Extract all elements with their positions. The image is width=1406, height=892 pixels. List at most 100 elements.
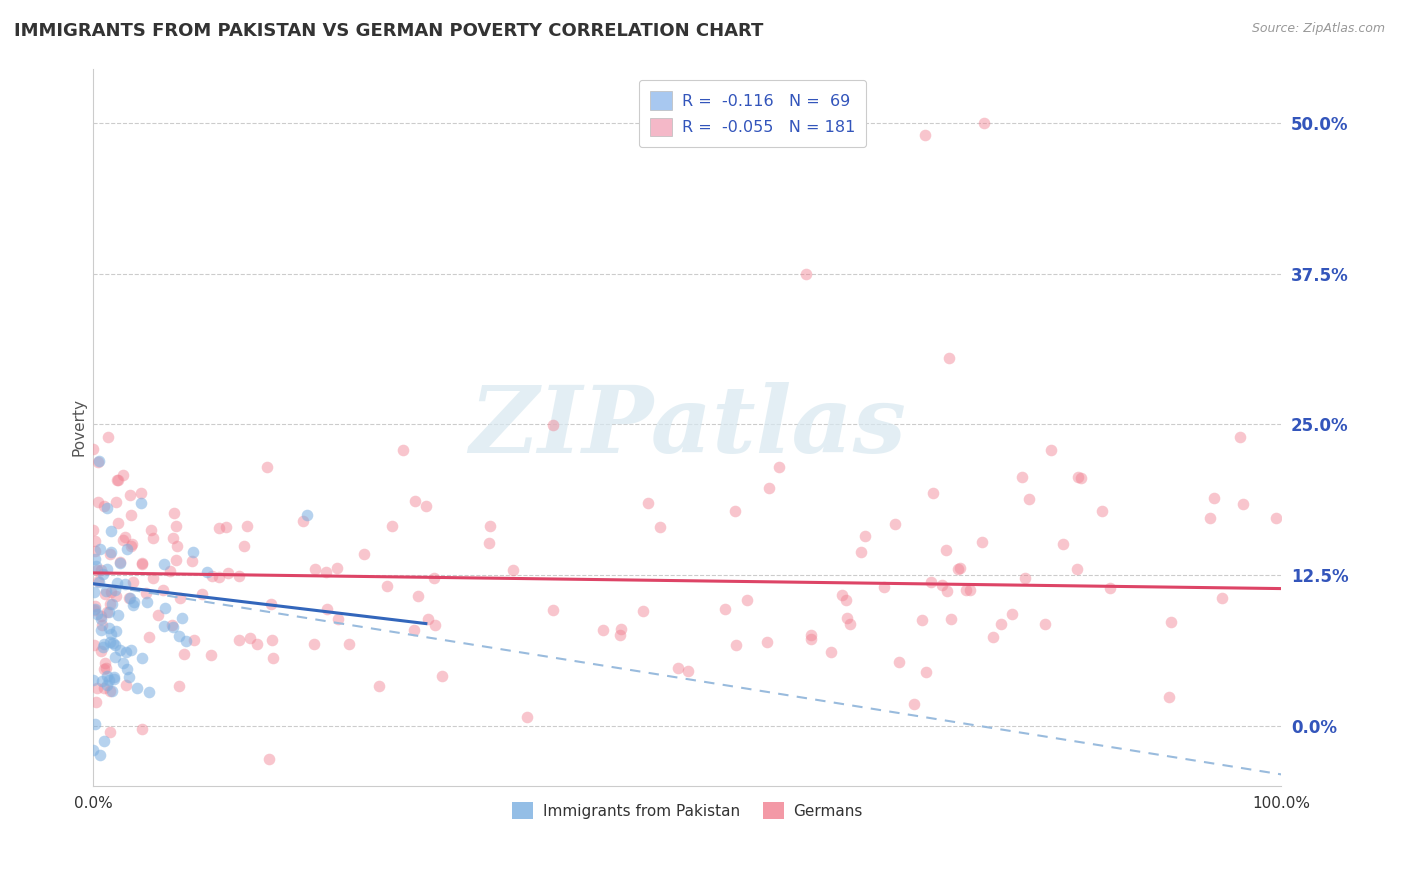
Point	[98, 597, 121, 611]
Point	[98, 673, 121, 687]
Point	[1160, 615, 1182, 630]
Point	[83, 599, 105, 613]
Point	[142, 571, 165, 585]
Point	[165, 553, 187, 567]
Point	[181, 554, 204, 568]
Point	[93, 637, 115, 651]
Point	[152, 583, 174, 598]
Point	[541, 417, 564, 432]
Y-axis label: Poverty: Poverty	[72, 399, 86, 457]
Point	[853, 529, 876, 543]
Point	[93, 662, 115, 676]
Point	[83, 585, 105, 599]
Point	[153, 557, 176, 571]
Point	[541, 603, 564, 617]
Point	[404, 623, 426, 637]
Point	[94, 661, 117, 675]
Point	[162, 531, 184, 545]
Point	[610, 622, 633, 636]
Point	[89, 453, 111, 467]
Point	[84, 544, 107, 558]
Point	[162, 620, 184, 634]
Point	[90, 608, 112, 623]
Point	[794, 267, 817, 281]
Point	[90, 623, 112, 637]
Point	[217, 566, 239, 580]
Point	[104, 590, 127, 604]
Point	[93, 499, 115, 513]
Point	[94, 587, 117, 601]
Point	[1066, 562, 1088, 576]
Point	[1039, 443, 1062, 458]
Point	[246, 637, 269, 651]
Point	[112, 656, 135, 670]
Point	[1232, 497, 1254, 511]
Point	[516, 710, 538, 724]
Point	[316, 602, 339, 616]
Point	[117, 591, 139, 605]
Point	[609, 628, 631, 642]
Point	[120, 488, 142, 502]
Point	[914, 128, 936, 142]
Point	[86, 563, 108, 577]
Point	[260, 597, 283, 611]
Point	[87, 455, 110, 469]
Point	[91, 640, 114, 654]
Point	[86, 681, 108, 695]
Point	[141, 523, 163, 537]
Point	[955, 582, 977, 597]
Point	[502, 563, 524, 577]
Point	[167, 679, 190, 693]
Point	[392, 442, 415, 457]
Point	[100, 547, 122, 561]
Point	[239, 631, 262, 645]
Point	[98, 725, 121, 739]
Point	[94, 584, 117, 599]
Point	[970, 534, 993, 549]
Point	[430, 669, 453, 683]
Point	[1066, 470, 1088, 484]
Point	[96, 669, 118, 683]
Point	[120, 643, 142, 657]
Point	[117, 670, 139, 684]
Point	[883, 517, 905, 532]
Point	[84, 602, 107, 616]
Point	[84, 717, 107, 731]
Point	[415, 499, 437, 513]
Point	[839, 617, 862, 632]
Point	[83, 552, 105, 566]
Point	[1018, 492, 1040, 507]
Point	[153, 600, 176, 615]
Point	[165, 519, 187, 533]
Point	[131, 722, 153, 736]
Point	[135, 586, 157, 600]
Point	[83, 639, 105, 653]
Point	[84, 558, 107, 573]
Point	[131, 556, 153, 570]
Point	[315, 565, 337, 579]
Point	[425, 618, 447, 632]
Point	[100, 584, 122, 599]
Point	[946, 562, 969, 576]
Point	[637, 496, 659, 510]
Point	[200, 648, 222, 662]
Point	[110, 556, 132, 570]
Point	[291, 514, 314, 528]
Point	[101, 597, 124, 611]
Point	[91, 673, 114, 688]
Point	[592, 624, 614, 638]
Point	[136, 595, 159, 609]
Point	[181, 545, 204, 559]
Point	[160, 617, 183, 632]
Point	[208, 521, 231, 535]
Point	[111, 467, 134, 482]
Point	[215, 520, 238, 534]
Point	[1052, 537, 1074, 551]
Point	[183, 632, 205, 647]
Point	[82, 442, 104, 456]
Point	[82, 673, 104, 687]
Point	[118, 591, 141, 605]
Point	[666, 661, 689, 675]
Point	[107, 516, 129, 531]
Point	[208, 570, 231, 584]
